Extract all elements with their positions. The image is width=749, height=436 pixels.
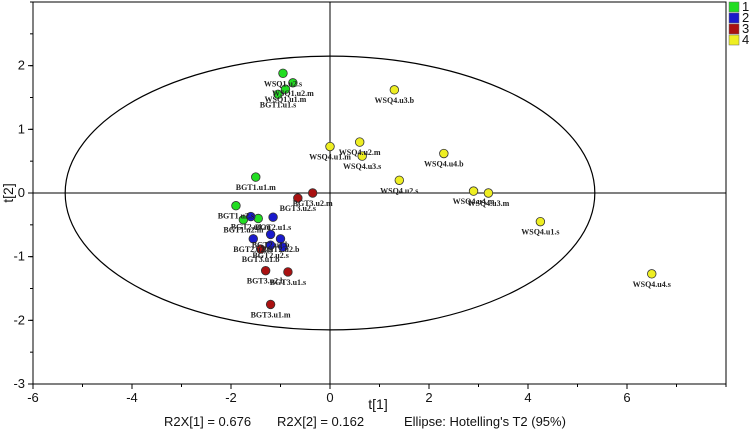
point-label: WSQ4.u1.m xyxy=(309,153,351,162)
point-label: WSQ4.u4.b xyxy=(424,160,464,169)
data-point-series-4 xyxy=(394,175,405,185)
data-point-series-2 xyxy=(248,234,258,244)
data-point-series-2 xyxy=(246,211,256,222)
data-point-series-1 xyxy=(273,89,283,100)
data-point-series-4 xyxy=(325,141,335,152)
legend-swatch-4 xyxy=(728,34,740,46)
point-label: BGT2.u2.s xyxy=(252,251,288,260)
legend-swatch-1 xyxy=(728,1,740,13)
x-tick-label: -6 xyxy=(27,390,39,405)
x-tick-label: 0 xyxy=(326,390,333,405)
legend-label-3: 3 xyxy=(742,21,749,36)
x-tick-label: -4 xyxy=(126,390,138,405)
data-point-series-4 xyxy=(357,151,367,161)
point-label: WSQ4.u4.s xyxy=(633,280,671,289)
chart-footer: R2X[1] = 0.676 R2X[2] = 0.162 Ellipse: H… xyxy=(0,414,749,434)
point-label: BGT3.u1.s xyxy=(270,278,306,287)
data-point-series-1 xyxy=(231,201,241,211)
point-label: BGT3.u2.b xyxy=(247,277,285,286)
point-label: BGT1.u1.m xyxy=(236,183,276,192)
point-label: BGT2.u1.m xyxy=(231,223,271,232)
x-tick-label: 6 xyxy=(623,390,630,405)
x-axis-title: t[1] xyxy=(368,396,387,412)
point-label: WSQ4.u3.s xyxy=(343,162,381,171)
point-label: WSQ4.u1.s xyxy=(521,228,559,237)
y-tick-label: -3 xyxy=(13,376,25,391)
point-label: BGT2.u2.m xyxy=(233,245,273,254)
data-point-series-1 xyxy=(280,84,291,94)
data-point-series-3 xyxy=(307,188,318,198)
legend-swatch-2 xyxy=(728,12,740,24)
data-point-series-4 xyxy=(468,186,479,196)
data-point-series-4 xyxy=(647,269,657,279)
data-point-series-4 xyxy=(483,188,494,198)
ellipse-caption: Ellipse: Hotelling's T2 (95%) xyxy=(404,414,566,429)
point-label: WSQ4.u2.m xyxy=(339,148,381,157)
point-label: BGT1.u2.m xyxy=(223,226,263,235)
data-point-series-3 xyxy=(293,193,303,203)
data-point-series-4 xyxy=(439,148,449,159)
data-point-series-1 xyxy=(288,78,298,88)
data-point-series-2 xyxy=(265,240,276,250)
point-label: BGT3.u2.m xyxy=(293,199,333,208)
point-label: BGT2.u2.b xyxy=(262,245,300,254)
data-point-series-3 xyxy=(256,244,266,254)
data-point-series-1 xyxy=(251,172,261,182)
data-point-series-3 xyxy=(260,265,271,276)
x-tick-label: 4 xyxy=(524,390,531,405)
data-point-series-4 xyxy=(389,85,400,95)
data-point-series-3 xyxy=(265,299,276,310)
data-point-series-4 xyxy=(355,137,365,147)
data-point-series-2 xyxy=(268,212,278,222)
r2x2-text: R2X[2] = 0.162 xyxy=(277,414,365,429)
point-label: WSQ4.u2.s xyxy=(380,186,418,195)
y-tick-label: 2 xyxy=(18,58,25,73)
data-point-series-3 xyxy=(283,267,293,277)
data-point-series-1 xyxy=(278,68,288,79)
y-tick-label: -1 xyxy=(13,249,25,264)
point-label: BGT3.u1.m xyxy=(251,310,291,319)
data-point-series-2 xyxy=(265,229,276,240)
point-label: WSQ1.u2.m xyxy=(272,89,314,98)
point-label: WSQ4.u3.m xyxy=(468,199,510,208)
point-label: BGT3.u1.b xyxy=(242,255,280,264)
y-tick-label: 1 xyxy=(18,121,25,136)
y-axis-title: t[2] xyxy=(0,183,16,202)
point-label: WSQ4.u3.b xyxy=(375,96,415,105)
point-label: WSQ1.u1.m xyxy=(265,95,307,104)
data-point-series-2 xyxy=(278,242,288,252)
data-point-series-4 xyxy=(535,216,546,227)
point-label: BGT2.u1.b xyxy=(252,240,290,249)
point-label: BGT1.u1.s xyxy=(260,100,296,109)
x-tick-label: 2 xyxy=(425,390,432,405)
y-tick-label: 0 xyxy=(18,185,25,200)
point-label: BGT1.u2.s xyxy=(218,212,254,221)
legend-swatch-3 xyxy=(728,23,740,35)
point-label: WSQ4.u4.m xyxy=(453,197,495,206)
point-label: BGT2.u1.s xyxy=(255,223,291,232)
y-tick-label: -2 xyxy=(13,312,25,327)
legend-label-4: 4 xyxy=(742,32,749,47)
point-label: WSQ1.u2.s xyxy=(264,79,302,88)
r2x1-text: R2X[1] = 0.676 xyxy=(164,414,252,429)
legend-label-1: 1 xyxy=(742,0,749,14)
x-tick-label: -2 xyxy=(225,390,237,405)
point-label: BGT3.u2.s xyxy=(280,204,316,213)
legend-label-2: 2 xyxy=(742,10,749,25)
